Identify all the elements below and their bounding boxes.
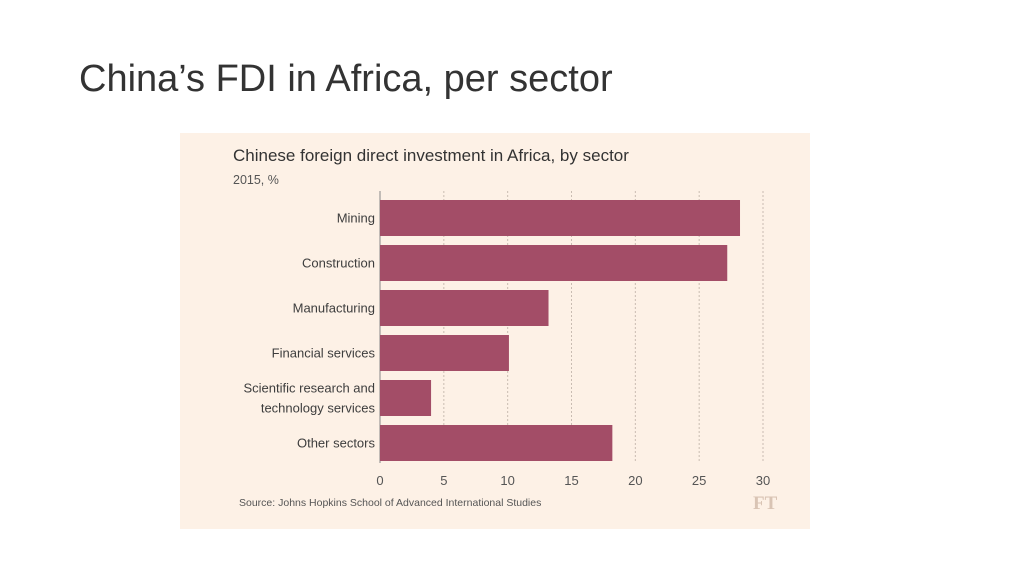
bars (380, 200, 741, 461)
slide-title: China’s FDI in Africa, per sector (79, 58, 613, 100)
source-note: Source: Johns Hopkins School of Advanced… (239, 497, 541, 509)
chart-title: Chinese foreign direct investment in Afr… (233, 146, 629, 165)
bar (380, 200, 741, 236)
category-label: Financial services (272, 346, 376, 361)
x-tick-label: 15 (564, 473, 578, 488)
category-label: Manufacturing (293, 301, 375, 316)
x-tick-label: 30 (756, 473, 770, 488)
category-label: Mining (337, 211, 375, 226)
chart-subtitle: 2015, % (233, 173, 279, 187)
x-tick-label: 5 (440, 473, 447, 488)
chart-panel: Chinese foreign direct investment in Afr… (180, 133, 810, 529)
x-tick-labels: 0 5 10 15 20 25 30 (376, 473, 770, 488)
bar (380, 425, 613, 461)
bar-chart: Chinese foreign direct investment in Afr… (233, 146, 778, 514)
x-tick-label: 25 (692, 473, 706, 488)
bar (380, 245, 728, 281)
category-label: Scientific research and (243, 381, 375, 396)
bar (380, 335, 509, 371)
category-label: technology services (261, 401, 376, 416)
category-labels: Mining Construction Manufacturing Financial… (243, 211, 375, 451)
bar (380, 290, 549, 326)
x-tick-label: 10 (500, 473, 514, 488)
bar (380, 380, 432, 416)
x-tick-label: 0 (376, 473, 383, 488)
x-tick-label: 20 (628, 473, 642, 488)
grid-lines (379, 191, 764, 463)
category-label: Other sectors (297, 436, 376, 451)
category-label: Construction (302, 256, 375, 271)
ft-logo: FT (753, 493, 778, 514)
